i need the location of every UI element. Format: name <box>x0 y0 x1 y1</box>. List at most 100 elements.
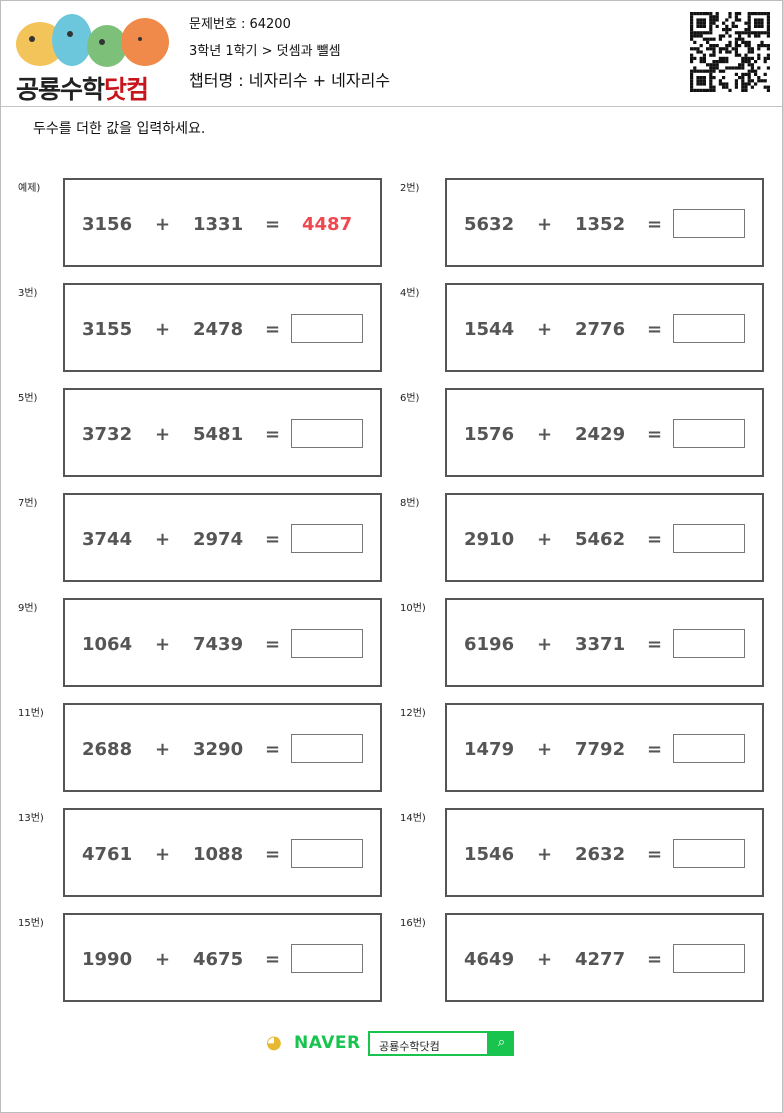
first-operand: 5632 <box>464 214 515 235</box>
answer-input[interactable] <box>673 944 745 973</box>
second-operand: 2632 <box>575 844 626 865</box>
problem-label: 2번) <box>400 183 420 194</box>
problem-box: 3156 +1331 = 4487 <box>63 178 382 267</box>
problem-label: 6번) <box>400 393 420 404</box>
problem-label: 13번) <box>18 813 44 824</box>
answer-input[interactable] <box>673 209 745 238</box>
answer-input[interactable] <box>673 524 745 553</box>
magnifier-icon[interactable]: ⌕ <box>489 1031 514 1056</box>
problem-box: 1546 +2632 = <box>445 808 764 897</box>
logo-text: 공룡수학닷컴 <box>16 75 149 104</box>
equals-sign: = <box>265 739 281 760</box>
answer-input[interactable] <box>673 629 745 658</box>
first-operand: 1064 <box>82 634 133 655</box>
equals-sign: = <box>647 424 663 445</box>
example-answer: 4487 <box>302 214 353 235</box>
second-operand: 3371 <box>575 634 626 655</box>
problem-box: 5632 +1352 = <box>445 178 764 267</box>
plus-sign: + <box>155 844 171 865</box>
problem-box: 4649 +4277 = <box>445 913 764 1002</box>
plus-sign: + <box>155 634 171 655</box>
problem-box: 3732 +5481 = <box>63 388 382 477</box>
answer-input[interactable] <box>291 314 363 343</box>
first-operand: 2910 <box>464 529 515 550</box>
problem-label: 15번) <box>18 918 44 929</box>
problem-box: 2910 +5462 = <box>445 493 764 582</box>
second-operand: 5481 <box>193 424 244 445</box>
equals-sign: = <box>647 214 663 235</box>
answer-input[interactable] <box>291 839 363 868</box>
first-operand: 3744 <box>82 529 133 550</box>
problem-box: 1479 +7792 = <box>445 703 764 792</box>
answer-input[interactable] <box>673 419 745 448</box>
header-divider <box>1 106 782 107</box>
first-operand: 2688 <box>82 739 133 760</box>
dinosaur-mascots-icon <box>16 14 169 67</box>
second-operand: 7792 <box>575 739 626 760</box>
first-operand: 4761 <box>82 844 133 865</box>
problem-label: 3번) <box>18 288 38 299</box>
answer-input[interactable] <box>291 734 363 763</box>
plus-sign: + <box>155 214 171 235</box>
problem-box: 1064 +7439 = <box>63 598 382 687</box>
equals-sign: = <box>647 949 663 970</box>
equals-sign: = <box>265 844 281 865</box>
answer-input[interactable] <box>673 734 745 763</box>
equals-sign: = <box>265 634 281 655</box>
second-operand: 2974 <box>193 529 244 550</box>
second-operand: 2776 <box>575 319 626 340</box>
naver-search-input[interactable]: 공룡수학닷컴 <box>368 1031 489 1056</box>
first-operand: 3156 <box>82 214 133 235</box>
answer-input[interactable] <box>673 839 745 868</box>
equals-sign: = <box>265 949 281 970</box>
second-operand: 7439 <box>193 634 244 655</box>
equals-sign: = <box>265 424 281 445</box>
problem-label: 4번) <box>400 288 420 299</box>
equals-sign: = <box>647 844 663 865</box>
plus-sign: + <box>155 949 171 970</box>
second-operand: 2478 <box>193 319 244 340</box>
first-operand: 3155 <box>82 319 133 340</box>
answer-input[interactable] <box>291 419 363 448</box>
first-operand: 1479 <box>464 739 515 760</box>
plus-sign: + <box>155 319 171 340</box>
first-operand: 6196 <box>464 634 515 655</box>
problem-label: 10번) <box>400 603 426 614</box>
dinosaur-logo: 공룡수학닷컴 <box>10 6 175 104</box>
answer-input[interactable] <box>291 944 363 973</box>
plus-sign: + <box>537 424 553 445</box>
equals-sign: = <box>647 739 663 760</box>
qr-code-icon <box>690 12 770 92</box>
plus-sign: + <box>537 949 553 970</box>
second-operand: 1352 <box>575 214 626 235</box>
problem-box: 4761 +1088 = <box>63 808 382 897</box>
plus-sign: + <box>537 214 553 235</box>
problem-label: 7번) <box>18 498 38 509</box>
second-operand: 2429 <box>575 424 626 445</box>
problem-label: 16번) <box>400 918 426 929</box>
answer-input[interactable] <box>673 314 745 343</box>
answer-input[interactable] <box>291 524 363 553</box>
answer-input[interactable] <box>291 629 363 658</box>
problem-box: 3155 +2478 = <box>63 283 382 372</box>
plus-sign: + <box>155 739 171 760</box>
plus-sign: + <box>537 319 553 340</box>
problem-number: 문제번호 : 64200 <box>189 17 291 32</box>
problem-box: 6196 +3371 = <box>445 598 764 687</box>
first-operand: 1990 <box>82 949 133 970</box>
naver-logo: NAVER <box>294 1033 361 1053</box>
problem-box: 3744 +2974 = <box>63 493 382 582</box>
second-operand: 3290 <box>193 739 244 760</box>
problem-label: 12번) <box>400 708 426 719</box>
equals-sign: = <box>265 319 281 340</box>
problem-label: 9번) <box>18 603 38 614</box>
plus-sign: + <box>155 424 171 445</box>
plus-sign: + <box>155 529 171 550</box>
first-operand: 3732 <box>82 424 133 445</box>
naver-mascot-icon: ◕ <box>266 1032 282 1053</box>
equals-sign: = <box>647 319 663 340</box>
problem-box: 1576 +2429 = <box>445 388 764 477</box>
equals-sign: = <box>647 634 663 655</box>
problem-box: 2688 +3290 = <box>63 703 382 792</box>
problem-box: 1990 +4675 = <box>63 913 382 1002</box>
